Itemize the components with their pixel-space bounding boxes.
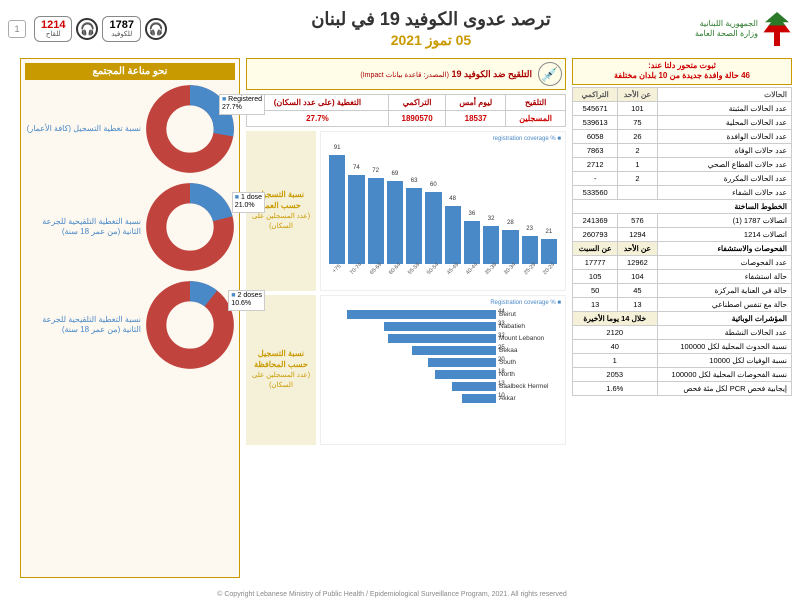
copyright-footer: © Copyright Lebanese Ministry of Public … xyxy=(0,591,792,598)
table-row: عدد حالات الشفاء533560 xyxy=(573,185,792,199)
bar-row: Beirut44 xyxy=(327,310,559,319)
report-date: 05 تموز 2021 xyxy=(167,32,695,49)
bar-row: Bekaa25 xyxy=(327,346,559,355)
donut-item: ■ 1 dose21.0%نسبة التغطية التلقيحية للجر… xyxy=(25,182,235,272)
bar: 60 xyxy=(425,192,441,264)
table-row: حالة استشفاء104105 xyxy=(573,269,792,283)
bar-row: Akkar10 xyxy=(327,394,559,403)
donut-chart: ■ Registered27.7% xyxy=(145,84,235,174)
bar: 72 xyxy=(368,178,384,264)
org-line2: وزارة الصحة العامة xyxy=(695,29,758,39)
bar-row: North18 xyxy=(327,370,559,379)
bar-row: South20 xyxy=(327,358,559,367)
table-row: عدد حالات الوفاة27863 xyxy=(573,143,792,157)
age-bar-chart: % registration coverage 2123283236486063… xyxy=(320,131,566,291)
stats-column: ثبوت متحور دلتا عند: 46 حالة وافدة جديدة… xyxy=(572,58,792,578)
hotline-phones: 🎧 1787 للكوفيد 🎧 1214 للقاح 1 xyxy=(8,16,167,42)
table-row: اتصالات 1787 (1)576241369 xyxy=(573,213,792,227)
table-row: نسبة الفحوصات المحلية لكل 1000002053 xyxy=(573,367,792,381)
immunity-header: نحو مناعة المجتمع xyxy=(25,63,235,80)
table-row: عدد الحالات المحلية75539613 xyxy=(573,115,792,129)
gov-chart-row: % Registration coverage Beirut44Nabatieh… xyxy=(246,295,566,445)
vaccine-column: 💉 التلقيح ضد الكوفيد 19 (المصدر: قاعدة ب… xyxy=(246,58,566,578)
governorate-bar-chart: % Registration coverage Beirut44Nabatieh… xyxy=(320,295,566,445)
bar-row: Mount Lebanon32 xyxy=(327,334,559,343)
table-row: حالة في العناية المركزة4550 xyxy=(573,283,792,297)
bar-row: Baalbeck Hermel13 xyxy=(327,382,559,391)
table-row: عدد الحالات الوافدة266058 xyxy=(573,129,792,143)
immunity-column: نحو مناعة المجتمع ■ Registered27.7% نسبة … xyxy=(20,58,240,578)
bar: 28 xyxy=(502,230,518,264)
vaccine-header: 💉 التلقيح ضد الكوفيد 19 (المصدر: قاعدة ب… xyxy=(246,58,566,90)
bar: 63 xyxy=(406,188,422,264)
table-row: عدد الفحوصات1296217777 xyxy=(573,255,792,269)
table-row: إيجابية فحص PCR لكل مئة فحص1.6% xyxy=(573,381,792,395)
donut-label: نسبة تغطية التسجيل (كافة الأعمار) xyxy=(25,124,141,134)
table-row: عدد الحالات النشطة2120 xyxy=(573,325,792,339)
donut-label: نسبة التغطية التلقيحية للجرعة الثانية (م… xyxy=(25,217,141,238)
phone-vaccine: 1214 للقاح xyxy=(34,16,72,42)
table-row: عدد حالات القطاع الصحي12712 xyxy=(573,157,792,171)
cedar-icon xyxy=(762,12,792,46)
cases-table: الحالاتعن الأحدالتراكمي عدد الحالات المث… xyxy=(572,87,792,396)
bar: 48 xyxy=(445,206,461,264)
phone-covid: 1787 للكوفيد xyxy=(102,16,140,42)
table-row: عدد الحالات المكررة2- xyxy=(573,171,792,185)
headset-icon: 🎧 xyxy=(76,18,98,40)
table-row: اتصالات 12141294260793 xyxy=(573,227,792,241)
bar: 74 xyxy=(348,175,364,264)
ministry-logo: الجمهورية اللبنانية وزارة الصحة العامة xyxy=(695,12,792,46)
table-row: حالة مع تنفس اصطناعي1313 xyxy=(573,297,792,311)
page-title: ترصد عدوى الكوفيد 19 في لبنان xyxy=(167,9,695,30)
age-chart-row: % registration coverage 2123283236486063… xyxy=(246,131,566,291)
donut-chart: ■ 2 doses10.6% xyxy=(145,280,235,370)
table-row: نسبة الوفيات لكل 100001 xyxy=(573,353,792,367)
bar: 23 xyxy=(522,236,538,264)
donut-item: ■ 2 doses10.6%نسبة التغطية التلقيحية للج… xyxy=(25,280,235,370)
bar: 91 xyxy=(329,155,345,264)
bar: 36 xyxy=(464,221,480,264)
bar-row: Nabatieh33 xyxy=(327,322,559,331)
gov-chart-label: نسبة التسجيل حسب المحافظة(عدد المسجلين ع… xyxy=(246,295,316,445)
bar: 69 xyxy=(387,181,403,264)
delta-alert: ثبوت متحور دلتا عند: 46 حالة وافدة جديدة… xyxy=(572,58,792,85)
header: الجمهورية اللبنانية وزارة الصحة العامة ت… xyxy=(8,4,792,54)
table-row: نسبة الحدوث المحلية لكل 10000040 xyxy=(573,339,792,353)
headset-icon: 🎧 xyxy=(145,18,167,40)
dashboard-page: الجمهورية اللبنانية وزارة الصحة العامة ت… xyxy=(0,0,800,600)
bar: 32 xyxy=(483,226,499,264)
table-row: عدد الحالات المثبتة101545671 xyxy=(573,101,792,115)
bar: 21 xyxy=(541,239,557,264)
page-number: 1 xyxy=(8,20,26,38)
syringe-icon: 💉 xyxy=(538,62,562,86)
vaccine-table: التلقيحليوم أمسالتراكميالتغطية (على عدد … xyxy=(246,94,566,127)
donut-chart: ■ 1 dose21.0% xyxy=(145,182,235,272)
donut-item: ■ Registered27.7% نسبة تغطية التسجيل (كاف… xyxy=(25,84,235,174)
donut-label: نسبة التغطية التلقيحية للجرعة الثانية (م… xyxy=(25,315,141,336)
org-line1: الجمهورية اللبنانية xyxy=(695,19,758,29)
